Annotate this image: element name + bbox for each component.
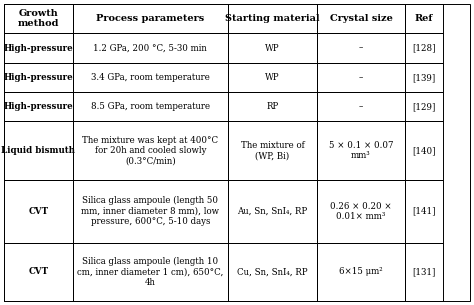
Text: High-pressure: High-pressure bbox=[4, 44, 73, 52]
Bar bbox=[228, 242, 317, 301]
Text: Liquid bismuth: Liquid bismuth bbox=[1, 146, 75, 155]
Bar bbox=[405, 180, 443, 242]
Text: [131]: [131] bbox=[412, 267, 436, 276]
Text: Crystal size: Crystal size bbox=[329, 14, 392, 23]
Text: The mixture of
(WP, Bi): The mixture of (WP, Bi) bbox=[240, 141, 304, 160]
Bar bbox=[4, 92, 73, 121]
Bar bbox=[73, 63, 228, 92]
Text: WP: WP bbox=[265, 73, 280, 82]
Text: –: – bbox=[359, 44, 363, 52]
Bar bbox=[73, 92, 228, 121]
Text: WP: WP bbox=[265, 44, 280, 52]
Text: Silica glass ampoule (length 50
mm, inner diameter 8 mm), low
pressure, 600°C, 5: Silica glass ampoule (length 50 mm, inne… bbox=[82, 196, 219, 226]
Text: Silica glass ampoule (length 10
cm, inner diameter 1 cm), 650°C,
4h: Silica glass ampoule (length 10 cm, inne… bbox=[77, 257, 224, 287]
Text: CVT: CVT bbox=[28, 207, 48, 216]
Text: Ref: Ref bbox=[415, 14, 433, 23]
Bar bbox=[73, 180, 228, 242]
Bar bbox=[4, 121, 73, 180]
Bar bbox=[73, 242, 228, 301]
Text: 1.2 GPa, 200 °C, 5-30 min: 1.2 GPa, 200 °C, 5-30 min bbox=[93, 44, 207, 52]
Bar bbox=[405, 92, 443, 121]
Bar bbox=[73, 33, 228, 63]
Bar bbox=[317, 63, 405, 92]
Bar bbox=[317, 92, 405, 121]
Bar bbox=[4, 4, 73, 33]
Text: High-pressure: High-pressure bbox=[4, 73, 73, 82]
Bar bbox=[73, 4, 228, 33]
Bar bbox=[317, 242, 405, 301]
Bar bbox=[317, 121, 405, 180]
Text: –: – bbox=[359, 73, 363, 82]
Bar bbox=[317, 4, 405, 33]
Bar bbox=[228, 92, 317, 121]
Text: Au, Sn, SnI₄, RP: Au, Sn, SnI₄, RP bbox=[237, 207, 308, 216]
Bar bbox=[228, 4, 317, 33]
Text: The mixture was kept at 400°C
for 20h and cooled slowly
(0.3°C/min): The mixture was kept at 400°C for 20h an… bbox=[82, 136, 219, 166]
Bar bbox=[317, 33, 405, 63]
Text: [140]: [140] bbox=[412, 146, 436, 155]
Text: [139]: [139] bbox=[412, 73, 436, 82]
Text: Cu, Sn, SnI₄, RP: Cu, Sn, SnI₄, RP bbox=[237, 267, 308, 276]
Text: 8.5 GPa, room temperature: 8.5 GPa, room temperature bbox=[91, 102, 210, 111]
Bar bbox=[228, 63, 317, 92]
Text: Process parameters: Process parameters bbox=[96, 14, 204, 23]
Text: [141]: [141] bbox=[412, 207, 436, 216]
Text: 3.4 GPa, room temperature: 3.4 GPa, room temperature bbox=[91, 73, 210, 82]
Bar bbox=[4, 180, 73, 242]
Bar bbox=[228, 33, 317, 63]
Bar bbox=[4, 63, 73, 92]
Bar bbox=[405, 63, 443, 92]
Text: –: – bbox=[359, 102, 363, 111]
Bar bbox=[405, 4, 443, 33]
Text: RP: RP bbox=[266, 102, 279, 111]
Text: High-pressure: High-pressure bbox=[4, 102, 73, 111]
Text: CVT: CVT bbox=[28, 267, 48, 276]
Bar bbox=[317, 180, 405, 242]
Bar bbox=[4, 242, 73, 301]
Bar bbox=[228, 121, 317, 180]
Bar bbox=[73, 121, 228, 180]
Text: Growth
method: Growth method bbox=[18, 9, 59, 28]
Text: Starting material: Starting material bbox=[225, 14, 320, 23]
Bar bbox=[405, 33, 443, 63]
Text: [128]: [128] bbox=[412, 44, 436, 52]
Bar bbox=[4, 33, 73, 63]
Text: 5 × 0.1 × 0.07
mm³: 5 × 0.1 × 0.07 mm³ bbox=[328, 141, 393, 160]
Text: [129]: [129] bbox=[412, 102, 436, 111]
Bar bbox=[228, 180, 317, 242]
Text: 0.26 × 0.20 ×
0.01× mm³: 0.26 × 0.20 × 0.01× mm³ bbox=[330, 202, 392, 221]
Bar bbox=[405, 242, 443, 301]
Text: 6×15 μm²: 6×15 μm² bbox=[339, 267, 383, 276]
Bar bbox=[405, 121, 443, 180]
